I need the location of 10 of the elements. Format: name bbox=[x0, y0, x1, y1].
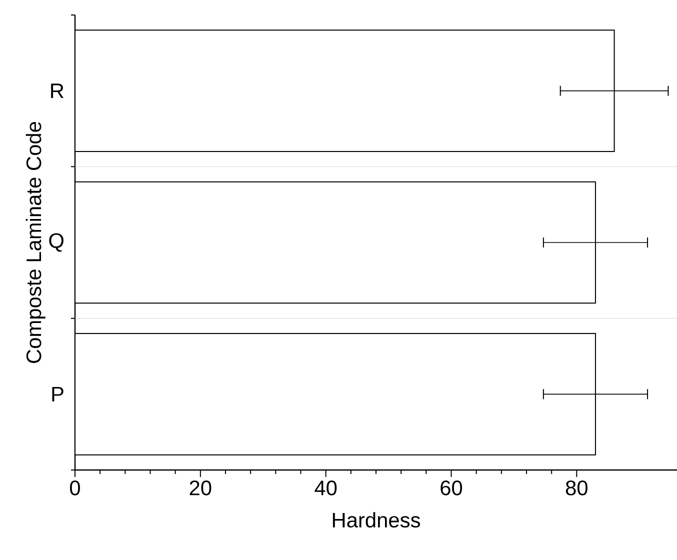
x-tick-label: 80 bbox=[566, 480, 588, 496]
x-tick-label: 0 bbox=[70, 480, 80, 496]
y-axis-title: Composte Laminate Code bbox=[26, 122, 46, 363]
x-axis-title: Hardness bbox=[332, 512, 420, 528]
x-tick-label: 40 bbox=[314, 480, 337, 496]
y-tick-label: P bbox=[52, 386, 64, 402]
x-tick-label: 20 bbox=[190, 480, 212, 496]
y-tick-label: R bbox=[51, 84, 64, 98]
x-tick-label: 60 bbox=[440, 480, 462, 496]
y-tick-label: Q bbox=[49, 233, 64, 252]
